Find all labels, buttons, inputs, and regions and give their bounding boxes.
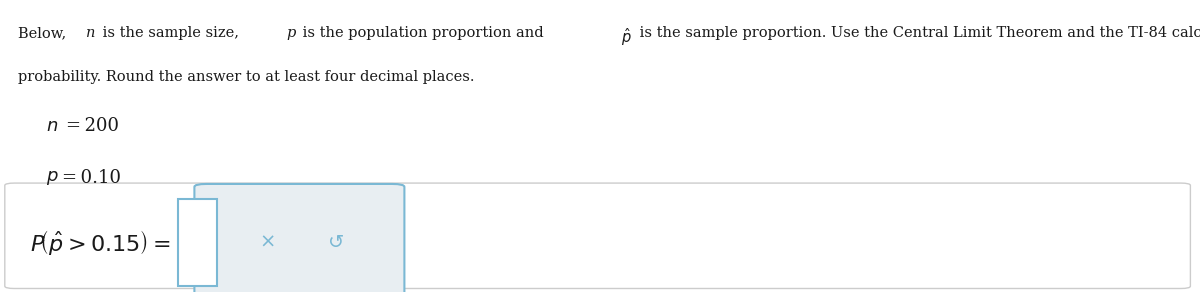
- Text: Below,: Below,: [18, 26, 71, 40]
- Text: is the population proportion and: is the population proportion and: [299, 26, 548, 40]
- Text: probability. Round the answer to at least four decimal places.: probability. Round the answer to at leas…: [18, 70, 474, 84]
- Text: = 0.10: = 0.10: [62, 169, 121, 187]
- FancyBboxPatch shape: [194, 184, 404, 292]
- Text: $n$: $n$: [46, 117, 58, 135]
- Text: p: p: [287, 26, 295, 40]
- Text: = 200: = 200: [66, 117, 119, 135]
- Text: $\hat{p}$: $\hat{p}$: [622, 26, 632, 48]
- Text: n: n: [86, 26, 96, 40]
- Text: $p$: $p$: [46, 169, 59, 187]
- Text: $P\!\left(\hat{p}>0.15\right)=$: $P\!\left(\hat{p}>0.15\right)=$: [30, 228, 172, 257]
- FancyBboxPatch shape: [5, 183, 1190, 288]
- Text: ↺: ↺: [329, 233, 344, 252]
- Text: ×: ×: [259, 233, 276, 252]
- FancyBboxPatch shape: [178, 199, 217, 286]
- Text: is the sample size,: is the sample size,: [98, 26, 244, 40]
- Text: is the sample proportion. Use the Central Limit Theorem and the TI-84 calculator: is the sample proportion. Use the Centra…: [635, 26, 1200, 40]
